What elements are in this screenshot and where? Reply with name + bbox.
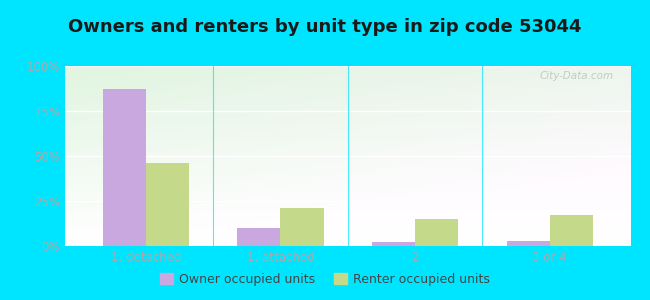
Bar — [103, 89, 146, 246]
Bar — [146, 163, 189, 246]
Text: Owners and renters by unit type in zip code 53044: Owners and renters by unit type in zip c… — [68, 18, 582, 36]
Bar — [506, 241, 550, 246]
Bar — [415, 219, 458, 246]
Bar — [237, 228, 280, 246]
Bar — [280, 208, 324, 246]
Bar — [550, 215, 593, 246]
Bar — [372, 242, 415, 246]
Text: City-Data.com: City-Data.com — [540, 71, 614, 81]
Legend: Owner occupied units, Renter occupied units: Owner occupied units, Renter occupied un… — [155, 268, 495, 291]
